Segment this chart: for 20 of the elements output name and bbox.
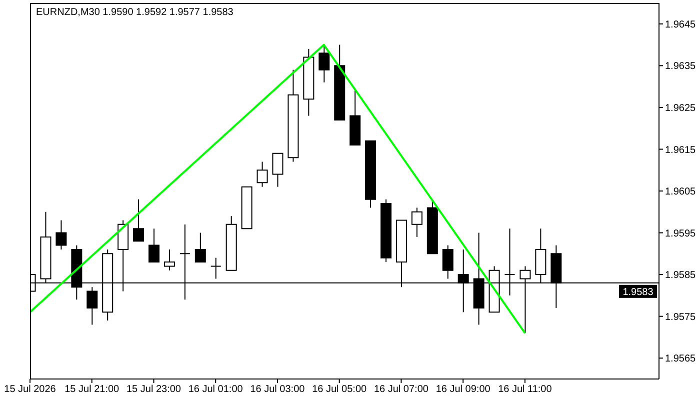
y-tick-label: 1.9645 (665, 19, 696, 30)
x-tick-label: 16 Jul 07:00 (374, 384, 429, 396)
x-tick-label: 15 Jul 21:00 (64, 384, 120, 396)
y-tick-label: 1.9615 (665, 144, 696, 156)
y-tick-label: 1.9605 (665, 186, 696, 198)
x-tick-label: 15 Jul 2026 (4, 384, 56, 396)
y-tick-label: 1.9585 (665, 270, 696, 282)
x-tick-label: 16 Jul 03:00 (250, 384, 306, 396)
y-tick-label: 1.9635 (665, 61, 696, 72)
chart-title: EURNZD,M30 1.9590 1.9592 1.9577 1.9583 (36, 7, 234, 18)
ref-line-label: 1.9583 (622, 286, 654, 298)
x-tick-label: 15 Jul 23:00 (126, 384, 182, 396)
x-tick-label: 16 Jul 01:00 (188, 384, 244, 396)
y-tick-label: 1.9625 (665, 102, 696, 114)
y-tick-label: 1.9595 (665, 228, 696, 240)
x-tick-label: 16 Jul 11:00 (498, 384, 552, 396)
x-tick-label: 16 Jul 09:00 (436, 384, 491, 396)
y-tick-label: 1.9575 (665, 312, 696, 323)
y-tick-label: 1.9565 (665, 354, 696, 365)
x-tick-label: 16 Jul 05:00 (312, 384, 368, 396)
